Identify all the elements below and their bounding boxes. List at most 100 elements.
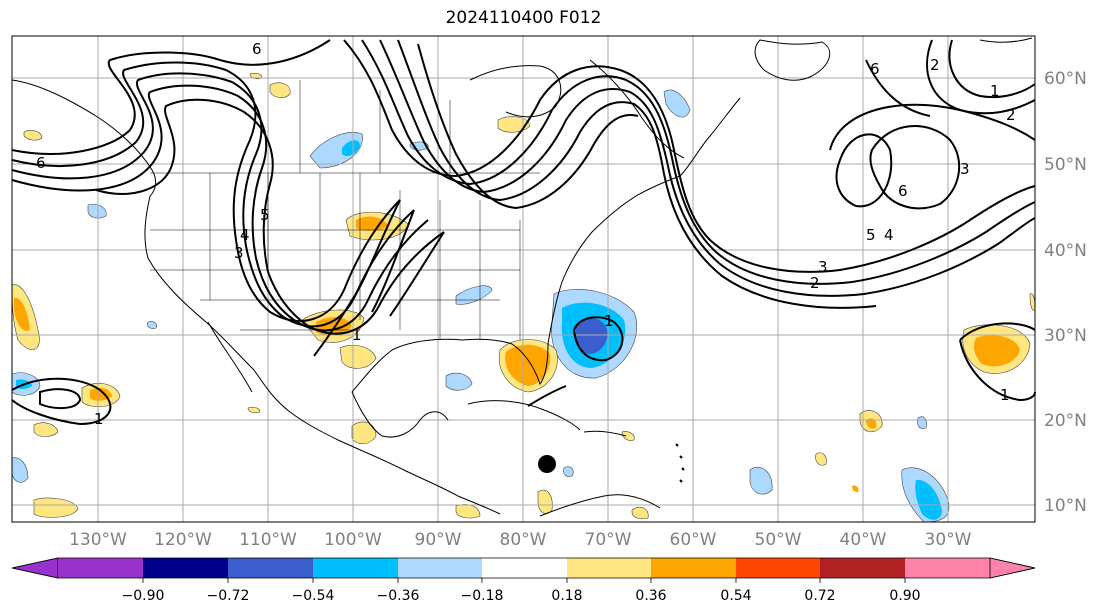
- contour-label: 2: [930, 56, 940, 74]
- shade-blob: [247, 406, 261, 414]
- longitude-label: 110°W: [239, 530, 297, 550]
- map-frame: [11, 35, 1036, 523]
- longitude-label: 120°W: [154, 530, 212, 550]
- longitude-label: 40°W: [840, 530, 887, 550]
- shade-blob: [575, 318, 608, 354]
- shade-blob: [33, 422, 59, 437]
- contour-label: 3: [960, 160, 970, 178]
- contour-label: 3: [234, 244, 244, 262]
- shade-blob: [147, 321, 157, 329]
- shade-blob: [663, 89, 691, 118]
- contour-label: 6: [36, 154, 46, 172]
- contour-label: 2: [1006, 106, 1016, 124]
- shade-blob: [87, 203, 107, 219]
- contour-label: 1: [94, 410, 104, 428]
- shade-blob: [537, 489, 553, 514]
- colorbar-low-extension: [11, 557, 59, 579]
- contour-label: 1: [604, 312, 614, 330]
- contour-label: 2: [810, 274, 820, 292]
- contour-label: 1: [990, 82, 1000, 100]
- colorbar-segment: [228, 558, 314, 578]
- colorbar-tick-label: −0.90: [122, 588, 165, 604]
- colorbar-segment: [567, 558, 653, 578]
- latitude-label: 30°N: [1044, 326, 1087, 346]
- political-borders: [150, 80, 540, 340]
- map-title: 2024110400 F012: [445, 8, 602, 28]
- contour-labels: 6 6 6 5 4 3 2 1 1 1 1 6 5 4 3 2 1 2 3: [36, 40, 1016, 428]
- shade-blob: [455, 285, 493, 305]
- graticule: [12, 36, 1035, 522]
- latitude-label: 60°N: [1044, 69, 1087, 89]
- shade-blob: [631, 506, 649, 520]
- colorbar-tick-label: 0.18: [551, 588, 582, 604]
- contour-label: 5: [866, 226, 876, 244]
- shade-blob: [23, 130, 43, 141]
- shade-blob: [11, 457, 29, 483]
- shade-blob: [915, 479, 942, 520]
- contour-label: 6: [898, 182, 908, 200]
- shade-blob: [974, 335, 1020, 367]
- colorbar-tick-label: −0.72: [207, 588, 250, 604]
- shade-blob: [351, 421, 377, 445]
- shade-blob: [33, 497, 79, 518]
- colorbar-tick-label: 0.90: [889, 588, 920, 604]
- longitude-label: 60°W: [670, 530, 717, 550]
- contour-label: 4: [884, 226, 894, 244]
- longitude-label: 50°W: [755, 530, 802, 550]
- shade-blob: [621, 431, 635, 441]
- latitude-label: 10°N: [1044, 496, 1087, 516]
- storm-position-marker: [538, 455, 556, 473]
- shade-blob: [445, 372, 473, 391]
- contour-label: 4: [240, 226, 250, 244]
- latitude-label: 40°N: [1044, 241, 1087, 261]
- longitude-label: 130°W: [69, 530, 127, 550]
- colorbar-tick-label: 0.72: [804, 588, 835, 604]
- colorbar-tick-label: −0.54: [292, 588, 335, 604]
- contour-label: 3: [818, 258, 828, 276]
- shade-blob: [309, 132, 363, 169]
- longitude-label: 80°W: [500, 530, 547, 550]
- shade-blob: [563, 466, 574, 477]
- shade-blob: [269, 82, 291, 98]
- colorbar-segment: [58, 558, 144, 578]
- contour-label: 1: [352, 326, 362, 344]
- colorbar-segment: [820, 558, 906, 578]
- contour-lines: [11, 39, 1036, 426]
- colorbar-tick-label: −0.36: [377, 588, 420, 604]
- shade-blob: [866, 418, 877, 429]
- shading-layer: [11, 72, 1036, 523]
- colorbar-tick-label: 0.36: [635, 588, 666, 604]
- longitude-label: 70°W: [585, 530, 632, 550]
- contour-label: 5: [260, 206, 270, 224]
- colorbar-tick-label: −0.18: [461, 588, 504, 604]
- shade-blob: [455, 504, 481, 519]
- shade-blob: [917, 416, 927, 429]
- colorbar-high-extension: [989, 557, 1036, 579]
- contour-label: 1: [1000, 386, 1010, 404]
- colorbar-segment: [905, 558, 991, 578]
- shade-blob: [339, 345, 377, 369]
- longitude-label: 30°W: [925, 530, 972, 550]
- contour-label: 6: [252, 40, 262, 58]
- latitude-labels: 60°N 50°N 40°N 30°N 20°N 10°N: [1044, 69, 1087, 516]
- shade-blob: [1029, 293, 1036, 311]
- shade-blob: [14, 297, 30, 331]
- longitude-label: 90°W: [415, 530, 462, 550]
- coastlines: [11, 37, 1033, 517]
- shade-blob: [852, 485, 859, 492]
- shade-blob: [356, 216, 388, 231]
- colorbar-segment: [651, 558, 737, 578]
- colorbar-tick-label: 0.54: [720, 588, 751, 604]
- colorbar-segment: [313, 558, 399, 578]
- longitude-labels: 130°W 120°W 110°W 100°W 90°W 80°W 70°W 6…: [69, 530, 972, 550]
- contour-label: 6: [870, 60, 880, 78]
- longitude-label: 100°W: [324, 530, 382, 550]
- shade-blob: [815, 452, 827, 466]
- colorbar-segment: [143, 558, 229, 578]
- shade-blob: [342, 140, 360, 156]
- colorbar: −0.90 −0.72 −0.54 −0.36 −0.18 0.18 0.36 …: [11, 557, 1036, 604]
- colorbar-segment: [398, 558, 484, 578]
- colorbar-segment: [736, 558, 822, 578]
- shade-blob: [505, 344, 551, 386]
